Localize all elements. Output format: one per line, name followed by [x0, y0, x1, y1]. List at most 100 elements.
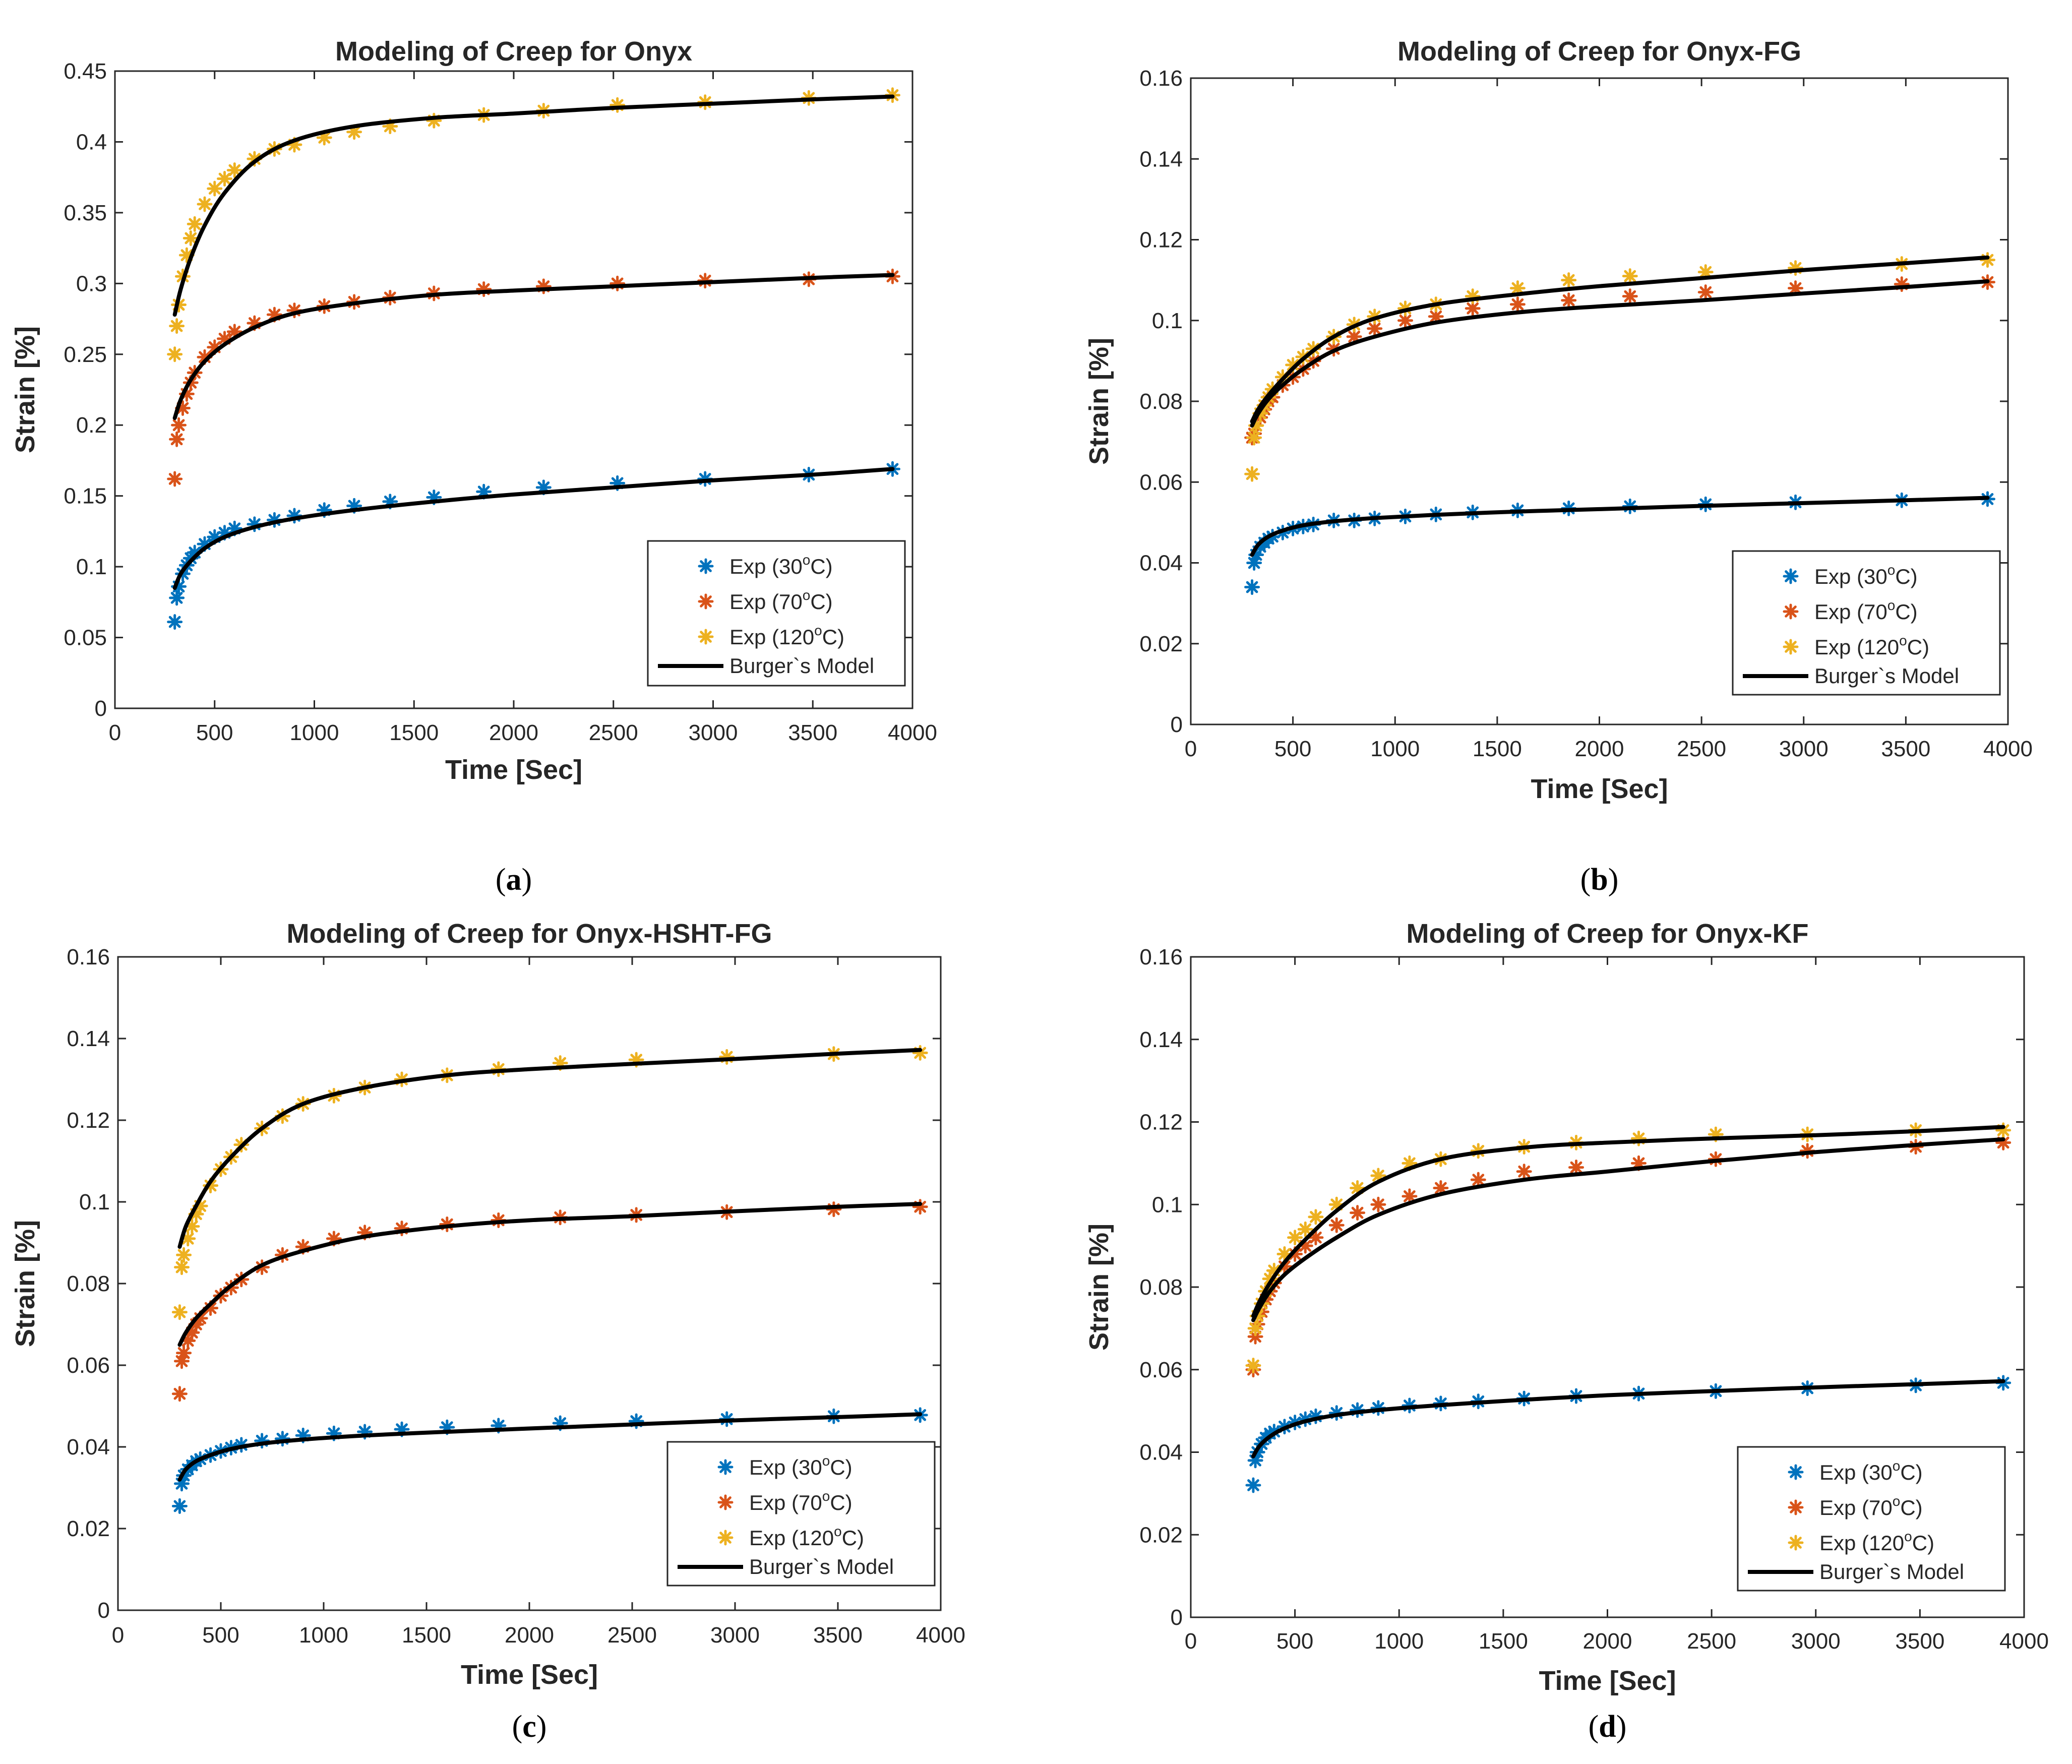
y-axis-label: Strain [%] [1084, 1224, 1114, 1351]
data-point [169, 318, 185, 334]
legend-label-exp_120: Exp (120oC) [1819, 1529, 1934, 1555]
legend-marker-exp_30 [698, 558, 714, 574]
legend-label-exp_70: Exp (70oC) [1814, 597, 1918, 624]
legend: Exp (30oC) Exp (70oC) Exp (120oC) Burger`s … [1732, 550, 2001, 696]
data-point [1401, 1188, 1418, 1204]
y-tick-label: 0.1 [1152, 309, 1183, 333]
x-tick-label: 2000 [1575, 737, 1624, 761]
y-tick-label: 0.14 [1139, 147, 1183, 171]
model-curve-exp_30 [172, 467, 895, 590]
model-curve-exp_120 [172, 94, 895, 317]
x-tick-label: 0 [112, 1623, 124, 1648]
panel-label: (c) [512, 1710, 547, 1744]
x-tick-label: 3500 [1895, 1629, 1944, 1654]
data-point [1509, 296, 1526, 313]
legend-marker-exp_30 [1783, 568, 1799, 584]
y-tick-label: 0.02 [1139, 1523, 1183, 1547]
x-tick-label: 4000 [1983, 737, 2033, 761]
x-tick-label: 0 [1185, 1629, 1197, 1654]
x-tick-label: 1000 [290, 720, 339, 745]
data-point [171, 417, 187, 433]
data-point [1350, 1205, 1366, 1221]
legend: Exp (30oC) Exp (70oC) Exp (120oC) Burger`s … [666, 1441, 936, 1587]
data-point [207, 180, 223, 197]
data-point [1287, 1230, 1303, 1246]
data-point [169, 590, 185, 606]
y-tick-label: 0 [1171, 1605, 1183, 1630]
legend-label-exp_30: Exp (30oC) [749, 1453, 852, 1479]
data-point [1245, 1358, 1261, 1374]
y-axis-label: Strain [%] [1084, 338, 1114, 465]
panel-label: (b) [1580, 863, 1619, 897]
y-tick-label: 0.1 [76, 555, 107, 579]
data-point [167, 614, 183, 630]
panel-label: (d) [1589, 1710, 1627, 1744]
legend-box [666, 1441, 936, 1587]
x-tick-label: 0 [1185, 737, 1197, 761]
y-tick-label: 0.04 [67, 1435, 110, 1459]
y-tick-label: 0.4 [76, 130, 107, 154]
x-tick-label: 500 [196, 720, 233, 745]
x-tick-label: 2500 [589, 720, 638, 745]
data-point [1516, 1164, 1532, 1180]
y-tick-label: 0.15 [64, 484, 107, 509]
model-curve-exp_120 [1251, 1125, 2005, 1318]
y-tick-label: 0.05 [64, 626, 107, 650]
x-tick-label: 2000 [1583, 1629, 1632, 1654]
data-point [1622, 268, 1638, 284]
chart-title: Modeling of Creep for Onyx [335, 36, 692, 67]
chart-panel-a: Modeling of Creep for Onyx 0 500 1000 1500 20… [10, 36, 937, 897]
model-curve-exp_120 [1250, 255, 1990, 424]
x-tick-label: 3000 [1791, 1629, 1841, 1654]
y-tick-label: 0.04 [1139, 551, 1183, 576]
chart-title: Modeling of Creep for Onyx-HSHT-FG [286, 919, 772, 949]
legend-marker-exp_30 [1788, 1464, 1804, 1480]
x-tick-label: 3500 [813, 1623, 863, 1648]
legend-label-model: Burger`s Model [1814, 664, 1959, 688]
x-tick-label: 1500 [1479, 1629, 1528, 1654]
data-point [1568, 1160, 1585, 1176]
y-tick-label: 0.14 [67, 1026, 110, 1051]
y-tick-label: 0.08 [1139, 389, 1183, 414]
x-tick-label: 500 [1274, 737, 1311, 761]
data-point [1244, 466, 1260, 482]
y-tick-label: 0 [1171, 712, 1183, 737]
data-point [169, 431, 185, 447]
x-tick-label: 1500 [402, 1623, 451, 1648]
x-axis-label: Time [Sec] [461, 1660, 598, 1690]
legend-label-exp_120: Exp (120oC) [729, 623, 844, 649]
data-point [226, 162, 242, 178]
data-point [167, 346, 183, 362]
data-point [1246, 430, 1262, 446]
data-point [197, 196, 213, 212]
legend-label-exp_70: Exp (70oC) [729, 587, 833, 614]
legend-label-exp_30: Exp (30oC) [1814, 562, 1918, 588]
x-tick-label: 0 [109, 720, 121, 745]
chart-title: Modeling of Creep for Onyx-FG [1397, 36, 1801, 67]
chart-title: Modeling of Creep for Onyx-KF [1406, 919, 1808, 949]
data-point [176, 1247, 192, 1263]
y-tick-label: 0.12 [1139, 228, 1183, 253]
legend-label-exp_70: Exp (70oC) [1819, 1493, 1923, 1519]
data-point [1247, 1320, 1263, 1336]
model-curve-exp_70 [1250, 279, 1990, 428]
x-tick-label: 1000 [299, 1623, 348, 1648]
x-tick-label: 2500 [607, 1623, 657, 1648]
data-point [217, 170, 233, 187]
model-curve-exp_30 [1251, 1379, 2005, 1458]
legend-label-exp_30: Exp (30oC) [729, 552, 833, 578]
y-tick-label: 0.1 [1152, 1192, 1183, 1217]
y-tick-label: 0.2 [76, 413, 107, 438]
y-tick-label: 0 [95, 696, 107, 721]
legend-marker-exp_70 [1788, 1499, 1804, 1515]
y-tick-label: 0.06 [1139, 470, 1183, 495]
legend-label-exp_70: Exp (70oC) [749, 1488, 852, 1514]
legend-marker-exp_120 [1783, 639, 1799, 655]
data-point [1979, 252, 1995, 268]
model-curve-exp_120 [177, 1048, 923, 1249]
data-point [1561, 292, 1577, 309]
legend-marker-exp_70 [717, 1494, 734, 1510]
data-point [1244, 579, 1260, 595]
x-tick-label: 500 [1276, 1629, 1313, 1654]
